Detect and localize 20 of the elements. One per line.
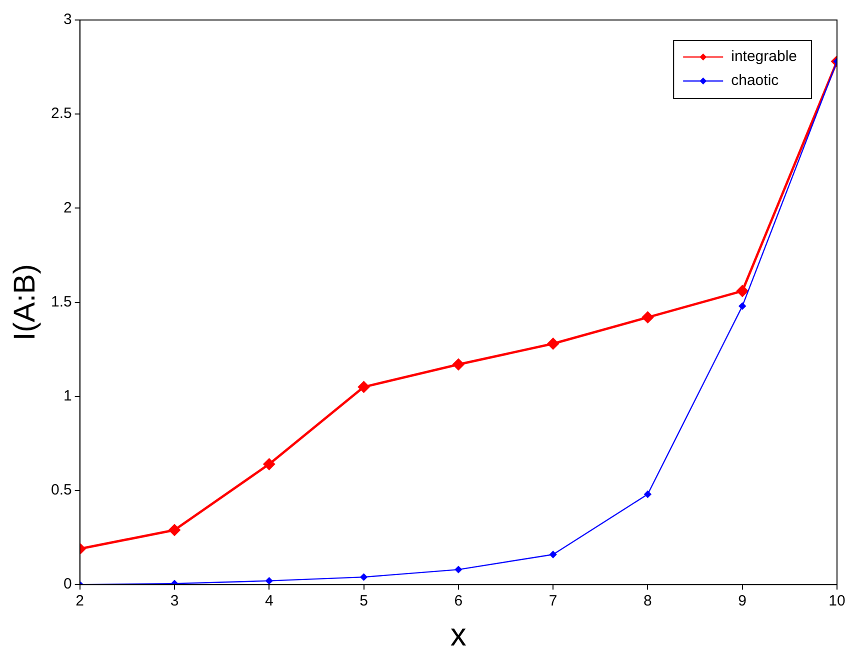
y-tick-label: 3 bbox=[64, 11, 72, 28]
x-tick-label: 7 bbox=[548, 592, 558, 610]
y-tick-label: 0.5 bbox=[50, 482, 72, 499]
x-tick-label: 8 bbox=[644, 592, 652, 610]
x-tick-label: 10 bbox=[828, 592, 846, 610]
x-tick-label: 6 bbox=[454, 592, 463, 610]
y-tick-label: 0 bbox=[64, 576, 72, 593]
x-tick-label: 4 bbox=[264, 592, 274, 610]
y-tick-label: 2 bbox=[64, 199, 72, 216]
x-tick-label: 5 bbox=[360, 592, 368, 610]
x-tick-label: 3 bbox=[170, 592, 179, 610]
x-axis-title: x bbox=[450, 616, 466, 653]
y-axis-title: I(A:B) bbox=[8, 264, 42, 341]
y-tick-label: 2.5 bbox=[50, 105, 72, 122]
y-tick-label: 1.5 bbox=[50, 293, 72, 310]
legend-label: integrable bbox=[731, 48, 798, 66]
x-tick-label: 9 bbox=[738, 592, 747, 610]
x-tick-label: 2 bbox=[76, 592, 84, 610]
legend-label: chaotic bbox=[731, 72, 780, 90]
y-tick-label: 1 bbox=[64, 388, 72, 405]
